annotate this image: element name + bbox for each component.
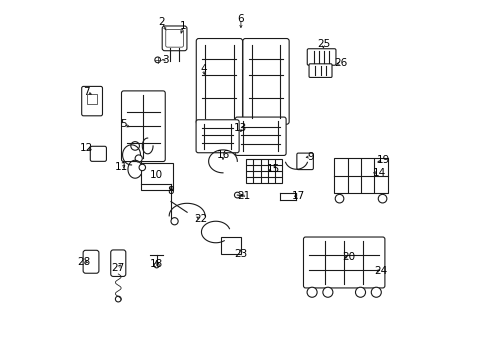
Text: 7: 7 [83, 87, 90, 97]
Circle shape [139, 164, 145, 171]
Text: 23: 23 [234, 248, 247, 258]
FancyBboxPatch shape [196, 39, 242, 124]
Circle shape [155, 57, 160, 63]
Circle shape [355, 287, 365, 297]
Text: 1: 1 [180, 21, 186, 31]
FancyBboxPatch shape [235, 117, 285, 156]
Text: 4: 4 [200, 64, 206, 74]
Text: 22: 22 [194, 215, 207, 224]
Bar [333, 158, 387, 193]
Text: 20: 20 [341, 252, 354, 262]
Text: 6: 6 [237, 14, 244, 24]
Text: 9: 9 [307, 152, 313, 162]
Text: 21: 21 [237, 191, 250, 201]
FancyBboxPatch shape [165, 30, 183, 47]
Text: 13: 13 [234, 123, 247, 133]
Text: 27: 27 [111, 263, 124, 273]
Circle shape [370, 287, 381, 297]
Circle shape [378, 194, 386, 203]
Circle shape [171, 218, 178, 225]
Circle shape [115, 296, 121, 302]
Text: 5: 5 [120, 120, 126, 129]
Text: 17: 17 [291, 191, 305, 201]
Text: 19: 19 [376, 155, 389, 165]
Text: 10: 10 [150, 170, 163, 180]
FancyBboxPatch shape [243, 39, 288, 124]
Circle shape [322, 287, 332, 297]
FancyBboxPatch shape [303, 237, 384, 288]
Bar [87, 94, 97, 104]
Text: 8: 8 [167, 186, 174, 196]
FancyBboxPatch shape [121, 91, 165, 162]
Text: 11: 11 [115, 162, 128, 172]
Bar [246, 159, 282, 183]
Text: 15: 15 [266, 164, 279, 174]
FancyBboxPatch shape [196, 120, 239, 153]
FancyBboxPatch shape [308, 64, 331, 77]
Circle shape [154, 263, 159, 268]
FancyBboxPatch shape [110, 250, 125, 276]
Text: 3: 3 [162, 55, 168, 65]
Text: 24: 24 [373, 266, 386, 276]
Text: 28: 28 [77, 257, 90, 267]
Circle shape [234, 192, 240, 198]
FancyBboxPatch shape [83, 250, 99, 273]
FancyBboxPatch shape [90, 146, 106, 161]
Circle shape [335, 194, 343, 203]
Bar [221, 237, 240, 254]
Text: 26: 26 [333, 58, 346, 68]
Circle shape [306, 287, 317, 297]
Bar [140, 163, 172, 190]
Circle shape [135, 155, 142, 162]
FancyBboxPatch shape [306, 49, 335, 65]
Text: 2: 2 [159, 17, 165, 27]
FancyBboxPatch shape [162, 26, 186, 51]
Text: 14: 14 [371, 168, 385, 178]
Text: 25: 25 [316, 39, 329, 49]
Text: 18: 18 [150, 259, 163, 269]
FancyBboxPatch shape [296, 153, 313, 170]
Circle shape [131, 141, 139, 150]
FancyBboxPatch shape [81, 86, 102, 116]
Text: 16: 16 [216, 150, 229, 160]
Text: 12: 12 [80, 143, 93, 153]
